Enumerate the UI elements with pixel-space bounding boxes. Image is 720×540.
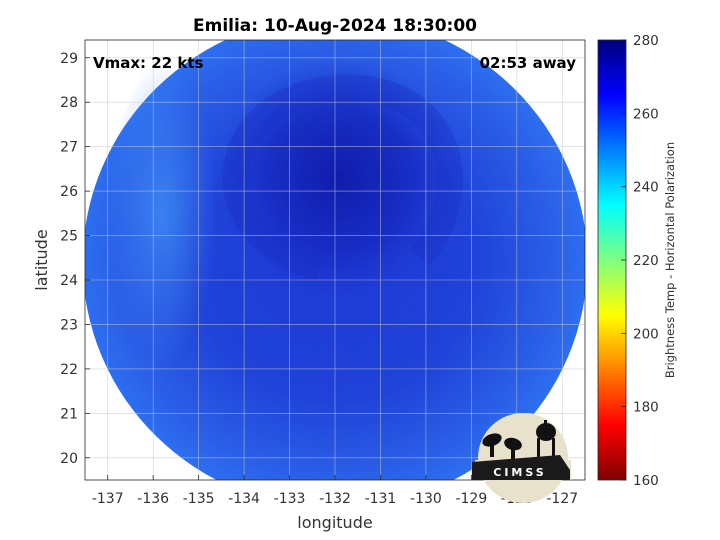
y-tick-label: 26	[60, 184, 78, 200]
cimss-logo: CIMSS	[472, 413, 571, 503]
y-tick-label: 21	[60, 406, 78, 422]
colorbar-tick-label: 240	[633, 180, 659, 196]
vmax-annotation: Vmax: 22 kts	[93, 54, 203, 72]
x-axis-ticks: -137-136-135-134-133-132-131-130-129-128…	[92, 475, 578, 507]
x-tick-label: -130	[410, 491, 442, 507]
y-tick-label: 22	[60, 362, 78, 378]
x-tick-label: -132	[319, 491, 351, 507]
y-tick-label: 23	[60, 317, 78, 333]
x-tick-label: -137	[92, 491, 124, 507]
y-tick-label: 27	[60, 140, 78, 156]
y-tick-label: 29	[60, 51, 78, 67]
colorbar-label: Brightness Temp - Horizontal Polarizatio…	[663, 142, 677, 378]
rain-band	[222, 74, 463, 281]
y-tick-label: 24	[60, 273, 78, 289]
swath-warm-band	[107, 63, 218, 364]
x-tick-label: -129	[455, 491, 487, 507]
y-tick-label: 25	[60, 229, 78, 245]
x-tick-label: -134	[228, 491, 260, 507]
logo-text: CIMSS	[493, 466, 546, 479]
time-offset-annotation: 02:53 away	[480, 54, 577, 72]
colorbar-tick-label: 280	[633, 33, 659, 49]
colorbar-tick-label: 160	[633, 473, 659, 489]
grid	[85, 40, 585, 480]
y-axis-ticks: 20 21 22 23 24 25 26 27 28 29	[60, 51, 90, 467]
x-tick-label: -133	[274, 491, 306, 507]
x-tick-label: -131	[365, 491, 397, 507]
y-tick-label: 28	[60, 95, 78, 111]
y-axis-label: latitude	[32, 229, 51, 290]
colorbar-tick-label: 180	[633, 400, 659, 416]
x-tick-label: -127	[546, 491, 578, 507]
x-axis-label: longitude	[297, 513, 372, 532]
colorbar-ticks: 160 180 200 220 240 260 280	[621, 33, 659, 489]
storm-core	[219, 57, 460, 298]
colorbar-tick-label: 220	[633, 253, 659, 269]
chart-title: Emilia: 10-Aug-2024 18:30:00	[193, 16, 477, 36]
y-tick-label: 20	[60, 451, 78, 467]
colorbar-tick-label: 200	[633, 326, 659, 342]
colorbar-tick-label: 260	[633, 106, 659, 122]
x-tick-label: -136	[137, 491, 169, 507]
colorbar: 160 180 200 220 240 260 280 Brightness Temp - …	[597, 33, 677, 489]
x-tick-label: -135	[183, 491, 215, 507]
